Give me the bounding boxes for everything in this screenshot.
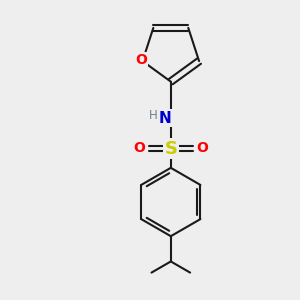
Text: O: O [134, 141, 146, 155]
Text: O: O [196, 141, 208, 155]
Text: H: H [148, 109, 157, 122]
Text: O: O [135, 52, 147, 67]
Text: N: N [159, 111, 172, 126]
Text: S: S [164, 140, 177, 158]
